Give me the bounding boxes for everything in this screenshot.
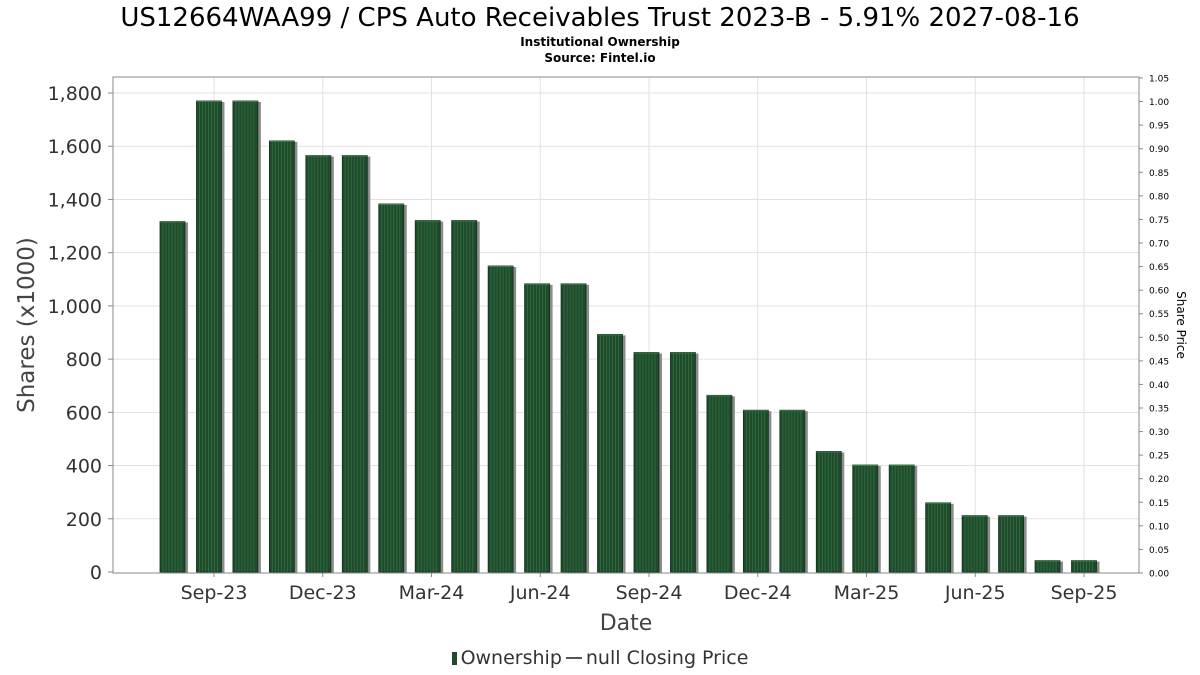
y2-tick-label: 0.35 [1149, 405, 1169, 415]
y-tick-label: 800 [66, 349, 102, 371]
y-tick-label: 200 [66, 509, 102, 531]
x-axis: Sep-23 Dec-23 Mar-24 Jun-24 Sep-24 Dec-24 Mar-… [181, 573, 1118, 604]
chart-source: Source: Fintel.io [544, 51, 656, 65]
y-tick-label: 1,400 [48, 189, 102, 211]
y2-tick-label: 0.10 [1149, 522, 1169, 532]
y-tick-label: 0 [90, 562, 102, 584]
y-axis-label: Shares (x1000) [14, 237, 40, 413]
ownership-bar [1071, 560, 1100, 573]
y2-tick-label: 0.85 [1149, 169, 1169, 179]
ownership-bar [341, 155, 371, 573]
y2-tick-label: 0.65 [1149, 263, 1169, 273]
x-tick-label: Dec-23 [289, 582, 357, 604]
y2-tick-label: 0.15 [1149, 499, 1169, 509]
x-axis-label: Date [600, 611, 653, 636]
grid-lines [113, 77, 1139, 573]
ownership-bar [998, 515, 1027, 573]
x-tick-label: Jun-25 [944, 582, 1006, 604]
ownership-bar [1034, 560, 1064, 573]
ownership-bar [378, 203, 407, 574]
y-tick-label: 600 [66, 402, 102, 424]
price-swatch [565, 657, 582, 659]
ownership-bar [633, 352, 662, 573]
ownership-bar [925, 502, 954, 573]
bar-series [159, 100, 1100, 574]
y2-tick-label: 0.90 [1149, 145, 1169, 155]
ownership-bar [888, 464, 918, 573]
y2-tick-label: 0.40 [1149, 381, 1169, 391]
ownership-bar [597, 333, 626, 573]
ownership-bar [487, 265, 517, 573]
x-tick-label: Mar-24 [399, 582, 465, 604]
ownership-swatch [451, 652, 457, 665]
legend: Ownership null Closing Price [0, 647, 1200, 669]
ownership-bar [815, 451, 845, 573]
y-tick-label: 1,200 [48, 243, 102, 265]
ownership-bar [196, 100, 225, 573]
y-tick-label: 400 [66, 456, 102, 478]
chart-title: US12664WAA99 / CPS Auto Receivables Trus… [120, 3, 1080, 33]
ownership-bar [852, 464, 881, 573]
plot-frame [112, 76, 1140, 574]
ownership-bar [305, 155, 334, 573]
ownership-bar [414, 220, 444, 573]
y2-tick-label: 0.20 [1149, 475, 1169, 485]
x-tick-label: Mar-25 [834, 582, 900, 604]
y2-tick-label: 0.45 [1149, 357, 1169, 367]
y2-tick-label: 0.55 [1149, 310, 1169, 320]
legend-ownership-label: Ownership [460, 647, 562, 669]
y2-tick-label: 0.05 [1149, 546, 1169, 556]
y2-tick-label: 0.95 [1149, 122, 1169, 132]
ownership-bar [268, 140, 298, 573]
ownership-bar [706, 394, 735, 573]
y2-axis-label: Share Price [1174, 291, 1188, 359]
y2-tick-label: 0.25 [1149, 452, 1169, 462]
y2-tick-label: 0.30 [1149, 428, 1169, 438]
y2-tick-label: 1.00 [1149, 98, 1169, 108]
y-tick-label: 1,600 [48, 136, 102, 158]
x-tick-label: Sep-25 [1051, 582, 1118, 604]
y2-tick-label: 0.70 [1149, 240, 1169, 250]
x-tick-label: Sep-24 [616, 582, 683, 604]
ownership-bar [779, 409, 808, 573]
y2-tick-label: 0.75 [1149, 216, 1169, 226]
y2-tick-label: 0.00 [1149, 570, 1169, 580]
legend-price-label: null Closing Price [585, 647, 749, 669]
y-tick-label: 1,000 [48, 296, 102, 318]
y2-tick-label: 0.60 [1149, 287, 1169, 297]
y2-tick-label: 1.05 [1149, 75, 1169, 85]
y2-tick-label: 0.50 [1149, 334, 1169, 344]
ownership-bar [451, 220, 480, 573]
y-axis: 0 200 400 600 800 1,000 1,200 1,400 1,600 1,800 [48, 83, 113, 584]
y2-tick-label: 0.80 [1149, 192, 1169, 202]
ownership-bar [560, 283, 590, 573]
y2-axis: 0.00 0.05 0.10 0.15 0.20 0.25 0.30 0.35 0.40 0.45… [1139, 75, 1169, 580]
x-tick-label: Jun-24 [509, 582, 571, 604]
ownership-bar [232, 100, 261, 573]
x-tick-label: Sep-23 [181, 582, 248, 604]
x-tick-label: Dec-24 [724, 582, 792, 604]
y-tick-label: 1,800 [48, 83, 102, 105]
ownership-bar [742, 409, 772, 573]
chart-subtitle: Institutional Ownership [520, 35, 680, 49]
ownership-bar [159, 221, 188, 573]
ownership-bar [961, 515, 991, 573]
ownership-bar [670, 352, 699, 573]
ownership-bar [524, 283, 553, 573]
